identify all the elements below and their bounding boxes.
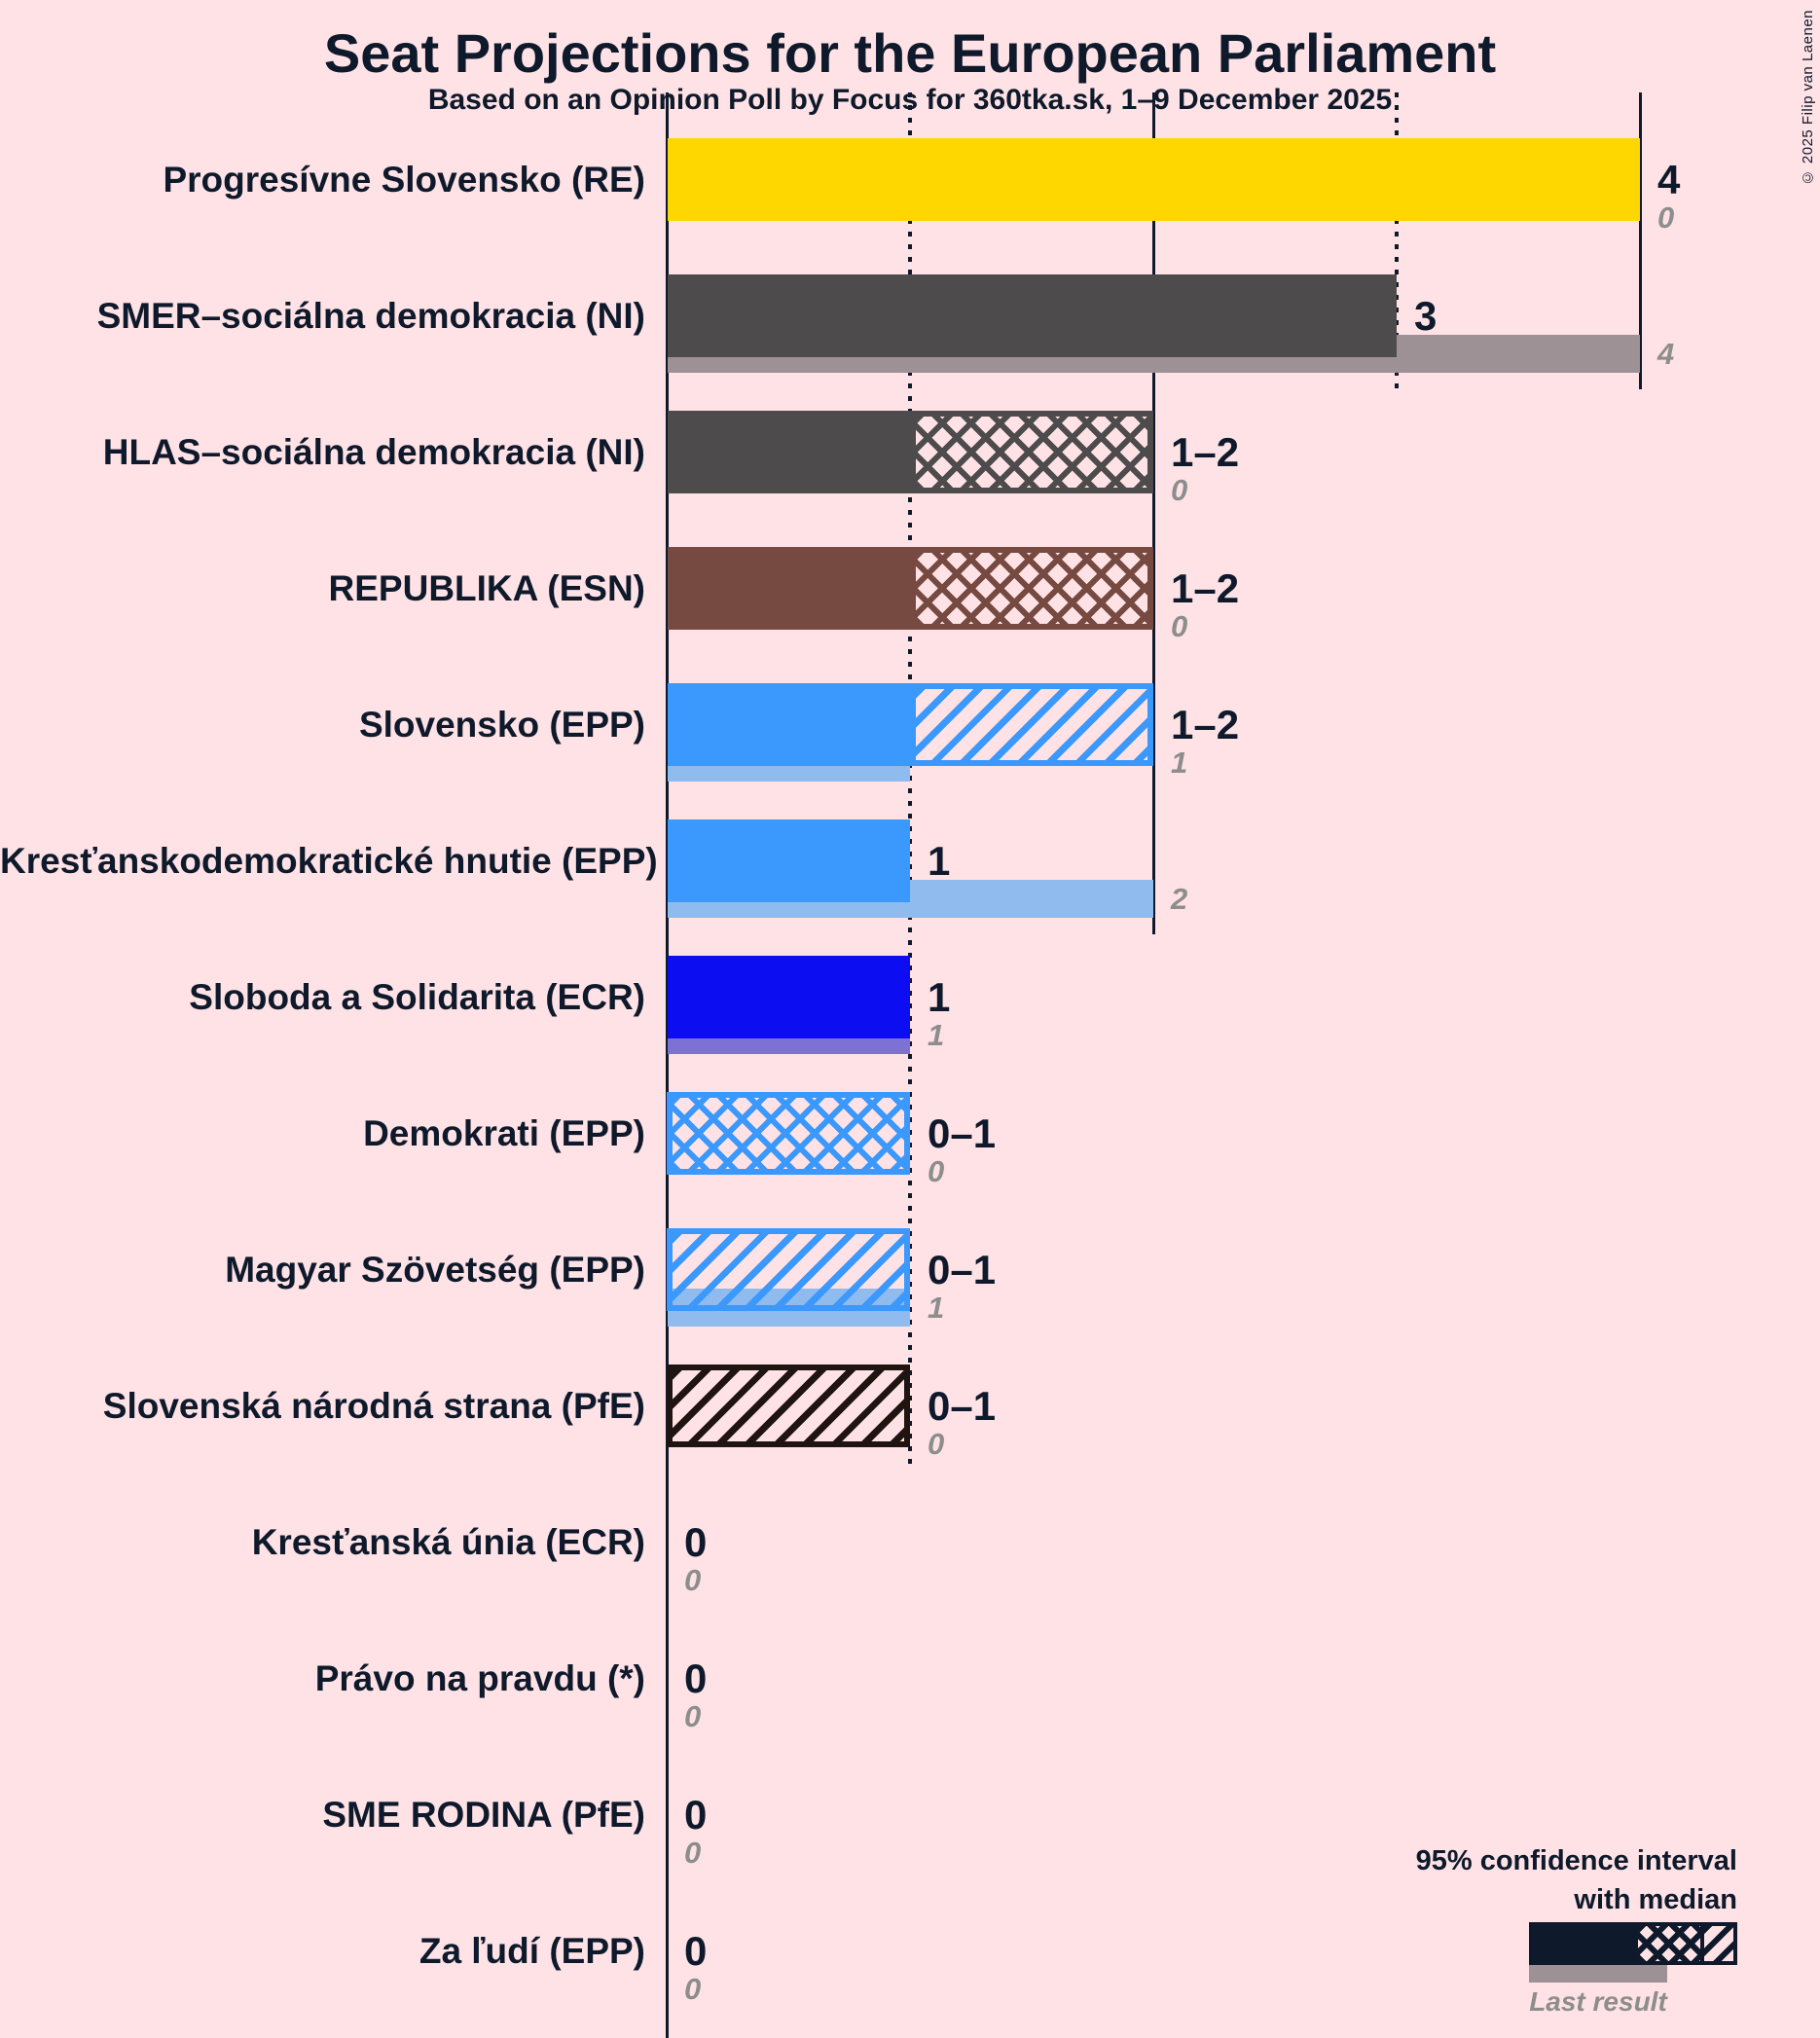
seat-projection-value: 3 xyxy=(1414,293,1438,339)
copyright-note: © 2025 Filip van Laenen xyxy=(1800,10,1816,186)
confidence-interval-bar xyxy=(667,1228,910,1311)
last-result-value: 0 xyxy=(1657,200,1675,235)
last-result-value: 0 xyxy=(1171,473,1188,507)
party-label: REPUBLIKA (ESN) xyxy=(328,568,645,608)
legend-diagonal-swatch xyxy=(1700,1926,1733,1961)
seat-projection-value: 1–2 xyxy=(1171,702,1240,747)
seat-projection-value: 0 xyxy=(684,1519,708,1565)
gridline-dotted-1 xyxy=(908,92,912,1464)
legend-ci-line2: with median xyxy=(1574,1884,1737,1915)
last-result-value: 1 xyxy=(1171,746,1188,780)
median-bar xyxy=(668,819,910,902)
legend-sample-bar xyxy=(1529,1922,1737,1965)
legend-crosshatch-swatch xyxy=(1633,1926,1701,1961)
seat-projection-value: 0 xyxy=(684,1928,708,1974)
party-label: Demokrati (EPP) xyxy=(363,1113,645,1153)
party-label: Slovensko (EPP) xyxy=(358,705,645,745)
legend-median-swatch xyxy=(1533,1926,1634,1961)
last-result-value: 0 xyxy=(684,1836,702,1870)
last-result-value: 1 xyxy=(928,1018,945,1052)
party-label: Právo na pravdu (*) xyxy=(314,1658,645,1698)
median-bar xyxy=(668,956,910,1038)
seat-projection-value: 0–1 xyxy=(928,1383,997,1429)
median-bar xyxy=(668,411,910,493)
last-result-value: 0 xyxy=(684,1972,702,2006)
confidence-interval-bar xyxy=(910,411,1153,493)
seat-projection-value: 0 xyxy=(684,1656,708,1701)
seat-projection-value: 1–2 xyxy=(1171,565,1240,611)
last-result-value: 4 xyxy=(1657,337,1675,371)
legend-ci-text: 95% confidence interval with median xyxy=(1251,1841,1737,1919)
legend-last-result-label: Last result xyxy=(1529,1986,1667,2017)
seat-projection-value: 1 xyxy=(928,974,951,1020)
confidence-interval-bar xyxy=(910,683,1153,766)
party-label: Magyar Szövetség (EPP) xyxy=(225,1250,645,1290)
y-axis-line xyxy=(666,92,669,2038)
median-bar xyxy=(668,274,1397,357)
gridline-solid-2 xyxy=(1152,92,1155,934)
seat-projection-value: 0 xyxy=(684,1792,708,1838)
confidence-interval-bar xyxy=(667,1365,910,1447)
legend-last-result-bar xyxy=(1529,1965,1667,1983)
confidence-interval-bar xyxy=(667,1092,910,1175)
party-label: Kresťanská únia (ECR) xyxy=(251,1522,645,1562)
chart-title: Seat Projections for the European Parlia… xyxy=(323,22,1497,84)
last-result-value: 0 xyxy=(928,1427,945,1461)
seat-projection-value: 1–2 xyxy=(1171,429,1240,475)
party-label: Za ľudí (EPP) xyxy=(419,1931,645,1971)
legend-ci-line1: 95% confidence interval xyxy=(1415,1845,1737,1876)
last-result-value: 0 xyxy=(684,1563,702,1597)
median-bar xyxy=(668,547,910,630)
seat-projection-value: 4 xyxy=(1657,157,1681,202)
party-label: SME RODINA (PfE) xyxy=(322,1795,645,1835)
party-label: Slovenská národná strana (PfE) xyxy=(102,1386,645,1426)
party-label: Progresívne Slovensko (RE) xyxy=(163,160,645,200)
gridline-dotted-3 xyxy=(1395,92,1399,389)
party-label: SMER–sociálna demokracia (NI) xyxy=(96,296,645,336)
seat-projection-value: 0–1 xyxy=(928,1110,997,1156)
confidence-interval-bar xyxy=(910,547,1153,630)
last-result-value: 0 xyxy=(928,1154,945,1188)
last-result-value: 0 xyxy=(1171,609,1188,643)
median-bar xyxy=(668,683,910,766)
seat-projection-value: 0–1 xyxy=(928,1247,997,1292)
last-result-value: 0 xyxy=(684,1699,702,1733)
party-label: HLAS–sociálna demokracia (NI) xyxy=(102,432,645,472)
last-result-value: 1 xyxy=(928,1291,945,1325)
gridline-solid-4 xyxy=(1639,92,1642,389)
median-bar xyxy=(668,138,1640,221)
party-label: Kresťanskodemokratické hnutie (EPP) xyxy=(0,841,658,881)
last-result-value: 2 xyxy=(1171,882,1188,916)
party-label: Sloboda a Solidarita (ECR) xyxy=(189,977,645,1017)
seat-projection-value: 1 xyxy=(928,838,951,884)
